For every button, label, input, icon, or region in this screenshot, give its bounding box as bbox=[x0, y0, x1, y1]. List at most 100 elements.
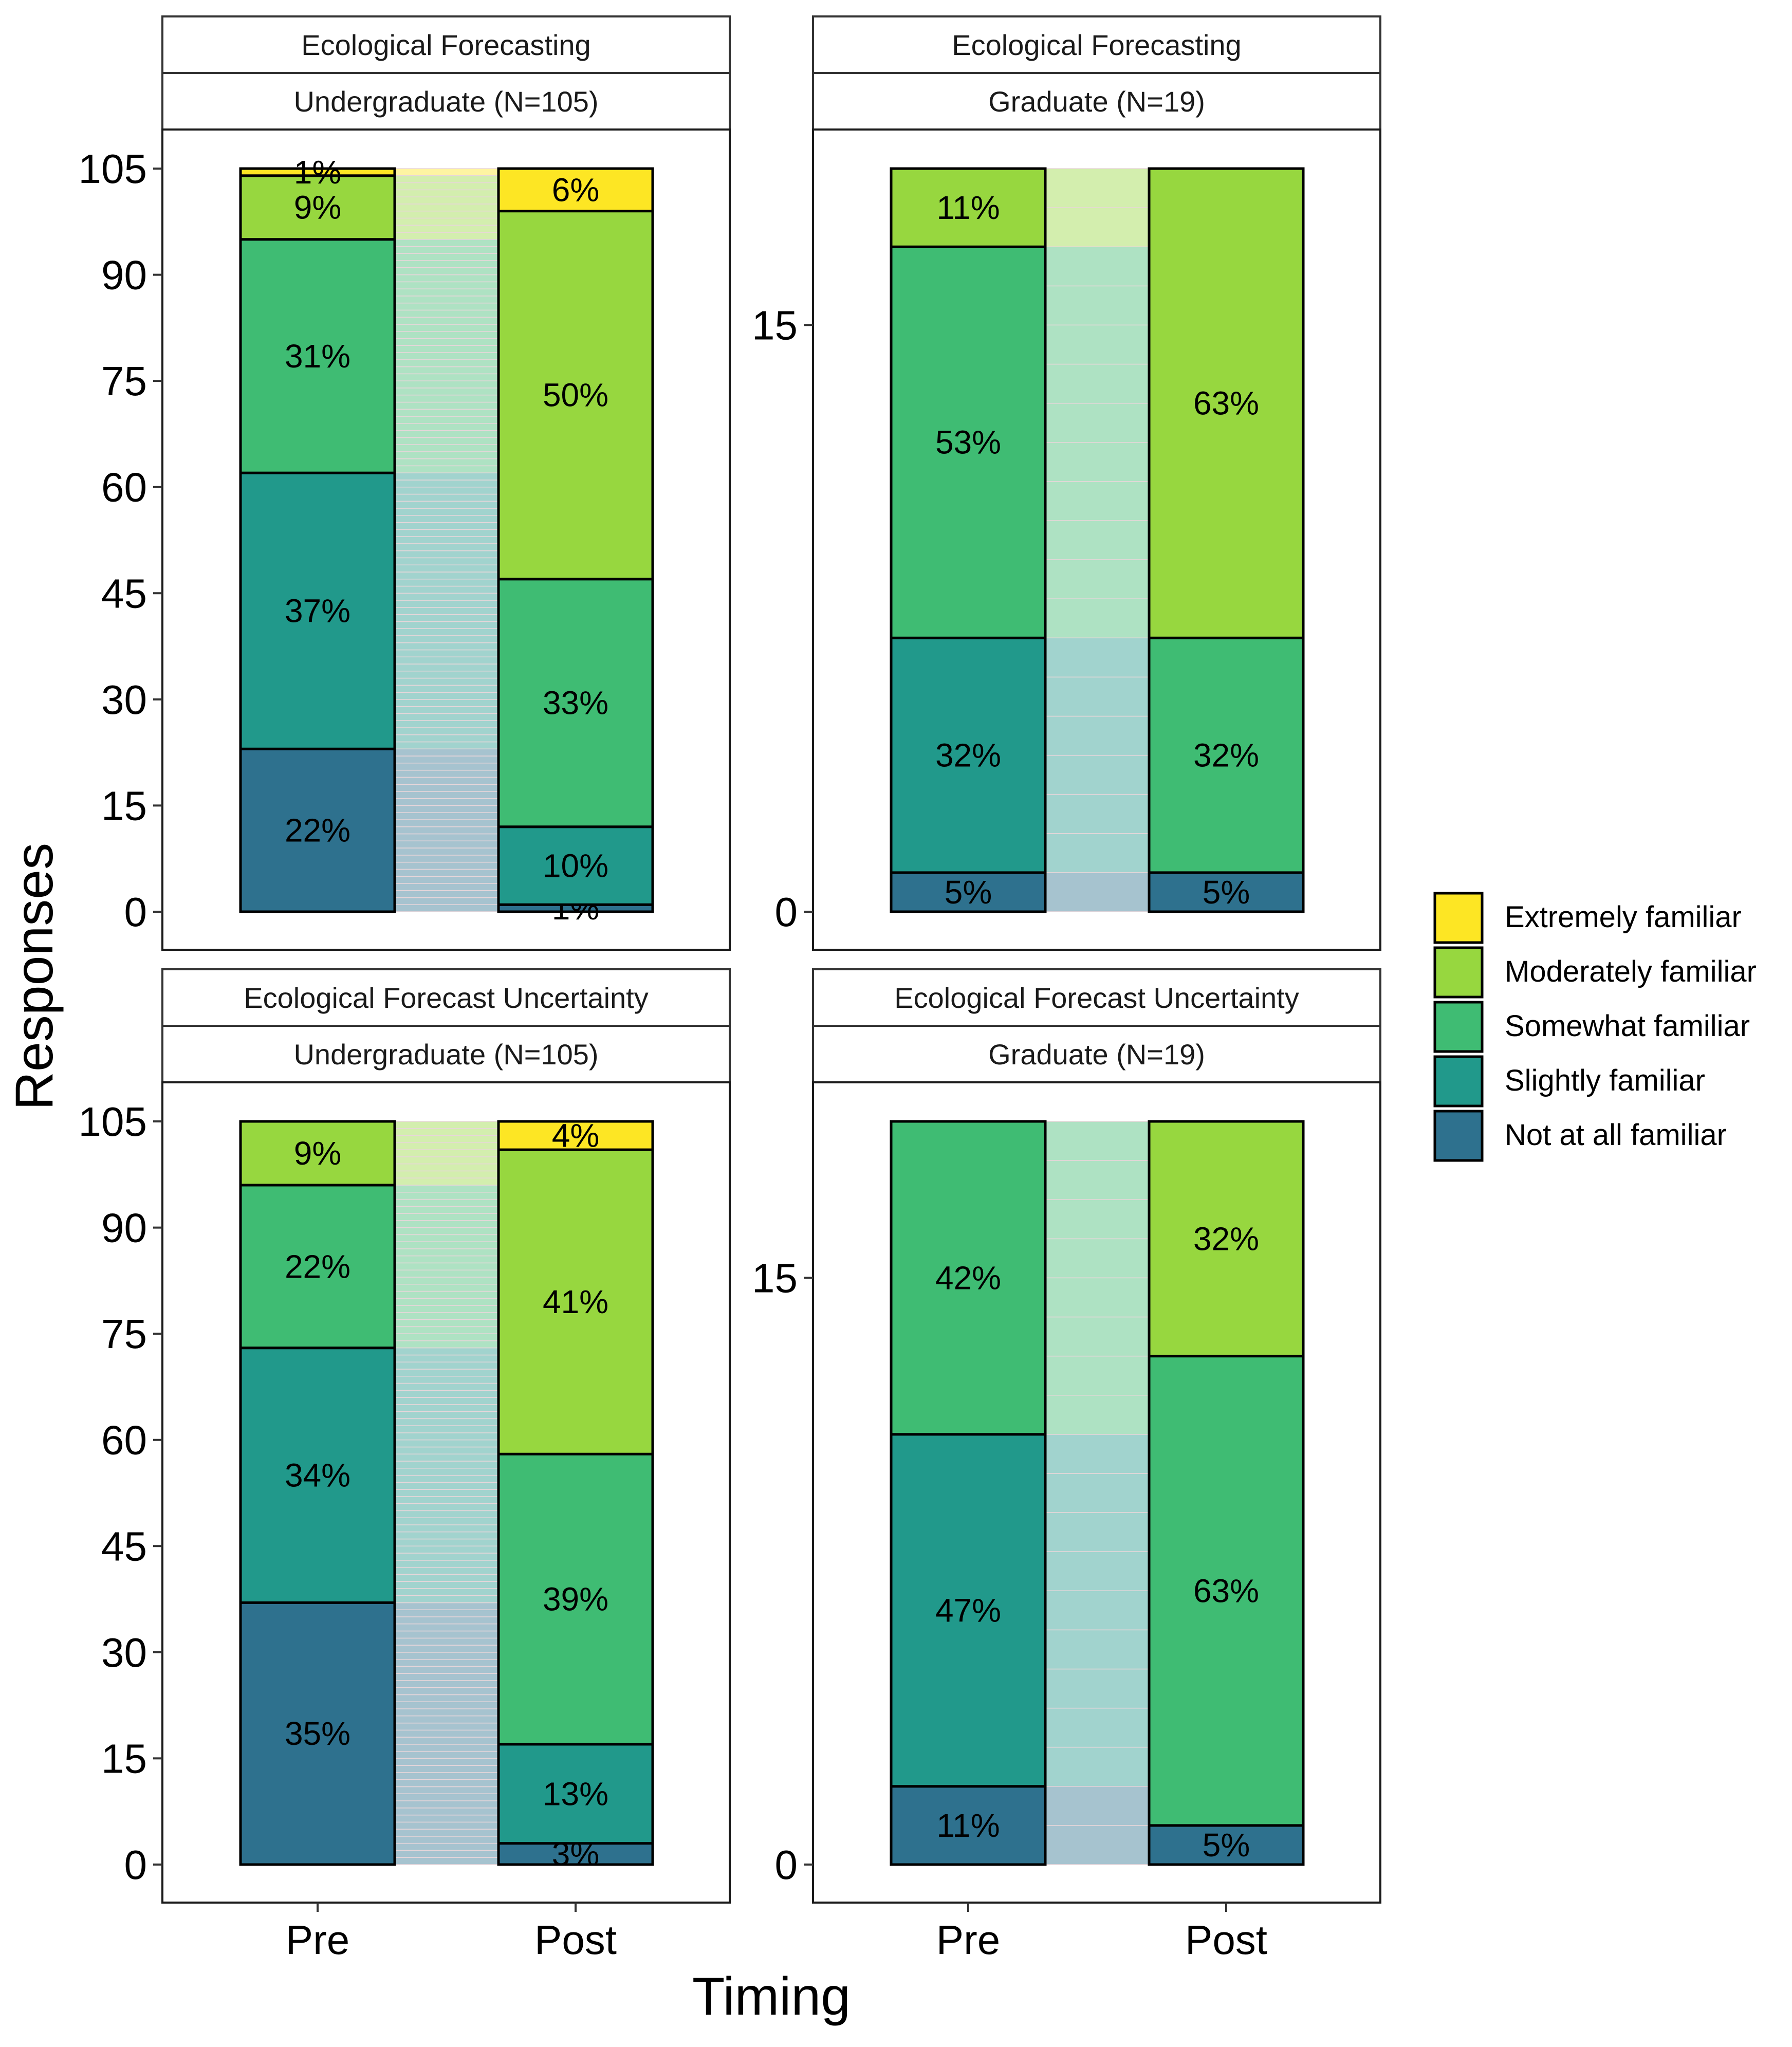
flow-slightly-familiar-to-moderately-familiar bbox=[394, 472, 499, 481]
flow-slightly-familiar-to-moderately-familiar bbox=[394, 1390, 499, 1398]
flow-somewhat-familiar-to-moderately-familiar bbox=[394, 1234, 499, 1242]
flow-not-at-all-familiar-to-slightly-familiar bbox=[394, 826, 499, 835]
bar-pre-slightly-familiar bbox=[890, 636, 1047, 874]
flow-not-at-all-familiar-to-slightly-familiar bbox=[394, 1750, 499, 1759]
panel-4: Ecological Forecast Uncertainty Graduate … bbox=[752, 968, 1381, 1963]
bar-label-pre-slightly-familiar: 34% bbox=[285, 1457, 350, 1494]
flow-not-at-all-familiar-to-slightly-familiar bbox=[394, 1793, 499, 1801]
flow-somewhat-familiar-to-moderately-familiar bbox=[1045, 402, 1150, 443]
flow-somewhat-familiar-to-moderately-familiar bbox=[1045, 441, 1150, 482]
flow-not-at-all-familiar-to-somewhat-familiar bbox=[394, 1680, 499, 1688]
flow-moderately-familiar-to-moderately-familiar bbox=[394, 1163, 499, 1172]
flow-not-at-all-familiar-to-slightly-familiar bbox=[394, 1765, 499, 1773]
flow-slightly-familiar-to-somewhat-familiar bbox=[394, 1538, 499, 1547]
flow-not-at-all-familiar-to-somewhat-familiar bbox=[394, 1616, 499, 1625]
flow-moderately-familiar-to-extremely-familiar bbox=[394, 1135, 499, 1144]
flow-somewhat-familiar-to-moderately-familiar bbox=[394, 1269, 499, 1278]
flow-slightly-familiar-to-somewhat-familiar bbox=[1045, 1746, 1150, 1787]
flow-slightly-familiar-to-somewhat-familiar bbox=[394, 600, 499, 608]
flow-not-at-all-familiar-to-somewhat-familiar bbox=[394, 1722, 499, 1731]
bar-pre-somewhat-familiar bbox=[890, 245, 1047, 639]
flow-slightly-familiar-to-moderately-familiar bbox=[394, 564, 499, 573]
flow-slightly-familiar-to-somewhat-familiar bbox=[394, 1545, 499, 1554]
flow-somewhat-familiar-to-moderately-familiar bbox=[394, 380, 499, 389]
flow-slightly-familiar-to-somewhat-familiar bbox=[394, 685, 499, 693]
flow-somewhat-familiar-to-moderately-familiar bbox=[394, 1248, 499, 1257]
flow-not-at-all-familiar-to-slightly-familiar bbox=[394, 1808, 499, 1816]
flow-slightly-familiar-to-somewhat-familiar bbox=[394, 656, 499, 665]
flow-somewhat-familiar-to-moderately-familiar bbox=[394, 437, 499, 445]
flow-slightly-familiar-to-somewhat-familiar bbox=[394, 1581, 499, 1589]
flow-slightly-familiar-to-somewhat-familiar bbox=[1045, 1707, 1150, 1748]
flow-not-at-all-familiar-to-slightly-familiar bbox=[394, 1786, 499, 1795]
y-tick-label: 45 bbox=[101, 1523, 147, 1569]
bar-post-somewhat-familiar bbox=[497, 578, 654, 828]
flow-not-at-all-familiar-to-somewhat-familiar bbox=[394, 805, 499, 813]
flow-slightly-familiar-to-moderately-familiar bbox=[394, 1418, 499, 1426]
flow-moderately-familiar-to-moderately-familiar bbox=[394, 1170, 499, 1178]
flow-somewhat-familiar-to-moderately-familiar bbox=[1045, 363, 1150, 404]
flow-slightly-familiar-to-somewhat-familiar bbox=[394, 628, 499, 636]
flow-not-at-all-familiar-to-somewhat-familiar bbox=[394, 1729, 499, 1738]
flow-slightly-familiar-to-somewhat-familiar bbox=[394, 1510, 499, 1518]
flow-slightly-familiar-to-moderately-familiar bbox=[394, 1382, 499, 1391]
flow-slightly-familiar-to-moderately-familiar bbox=[394, 486, 499, 495]
flow-not-at-all-familiar-to-somewhat-familiar bbox=[394, 1652, 499, 1660]
strip-group-box bbox=[161, 1025, 731, 1083]
flow-ribbons bbox=[394, 168, 499, 912]
flow-somewhat-familiar-to-moderately-familiar bbox=[394, 338, 499, 346]
legend-label-extremely-familiar: Extremely familiar bbox=[1505, 900, 1742, 934]
flow-somewhat-familiar-to-moderately-familiar bbox=[1045, 520, 1150, 560]
flow-not-at-all-familiar-to-somewhat-familiar bbox=[394, 1645, 499, 1653]
flow-somewhat-familiar-to-moderately-familiar bbox=[394, 1262, 499, 1270]
flow-slightly-familiar-to-somewhat-familiar bbox=[394, 1566, 499, 1575]
flow-not-at-all-familiar-to-somewhat-familiar bbox=[394, 748, 499, 757]
flow-slightly-familiar-to-moderately-familiar bbox=[394, 1446, 499, 1455]
bar-label-pre-not-at-all-familiar: 5% bbox=[945, 874, 992, 911]
bar-pre-moderately-familiar bbox=[239, 1120, 396, 1187]
flow-not-at-all-familiar-to-somewhat-familiar bbox=[394, 1716, 499, 1724]
flow-somewhat-familiar-to-moderately-familiar bbox=[394, 1255, 499, 1264]
y-tick-label: 0 bbox=[775, 1842, 798, 1888]
strip-group-box bbox=[812, 1025, 1381, 1083]
bar-pre-extremely-familiar bbox=[239, 167, 396, 177]
flow-slightly-familiar-to-somewhat-familiar bbox=[394, 1595, 499, 1603]
flow-slightly-familiar-to-somewhat-familiar bbox=[394, 1574, 499, 1582]
flow-not-at-all-familiar-to-somewhat-familiar bbox=[394, 1673, 499, 1681]
flow-not-at-all-familiar-to-not-at-all-familiar bbox=[1045, 1825, 1150, 1865]
panel-3: Ecological Forecast Uncertainty Undergrad… bbox=[79, 968, 731, 1963]
flow-somewhat-familiar-to-moderately-familiar bbox=[394, 1340, 499, 1349]
flow-somewhat-familiar-to-moderately-familiar bbox=[394, 1312, 499, 1320]
flow-somewhat-familiar-to-moderately-familiar bbox=[1045, 481, 1150, 521]
legend-swatch-slightly-familiar bbox=[1433, 1055, 1484, 1108]
bar-label-pre-somewhat-familiar: 31% bbox=[285, 338, 350, 375]
y-tick-label: 90 bbox=[101, 1205, 147, 1251]
flow-slightly-familiar-to-moderately-familiar bbox=[394, 480, 499, 488]
flow-slightly-familiar-to-somewhat-familiar bbox=[394, 713, 499, 721]
bar-pre-somewhat-familiar bbox=[890, 1120, 1047, 1436]
flow-somewhat-familiar-to-moderately-familiar bbox=[1045, 1238, 1150, 1279]
flow-slightly-familiar-to-moderately-familiar bbox=[394, 1354, 499, 1362]
y-tick-label: 15 bbox=[101, 1736, 147, 1781]
bar-label-pre-slightly-familiar: 37% bbox=[285, 593, 350, 630]
y-tick-label: 15 bbox=[752, 302, 798, 348]
flow-slightly-familiar-to-moderately-familiar bbox=[394, 1397, 499, 1405]
bar-label-pre-not-at-all-familiar: 22% bbox=[285, 812, 350, 849]
flow-slightly-familiar-to-moderately-familiar bbox=[394, 543, 499, 551]
flow-slightly-familiar-to-moderately-familiar bbox=[394, 1411, 499, 1419]
bar-label-pre-not-at-all-familiar: 35% bbox=[285, 1715, 350, 1752]
flow-slightly-familiar-to-moderately-familiar bbox=[394, 1425, 499, 1433]
flow-not-at-all-familiar-to-not-at-all-familiar bbox=[394, 1857, 499, 1865]
flow-ribbons bbox=[394, 1121, 499, 1865]
flow-somewhat-familiar-to-moderately-familiar bbox=[394, 330, 499, 339]
bar-label-post-moderately-familiar: 50% bbox=[543, 377, 608, 414]
flow-not-at-all-familiar-to-somewhat-familiar bbox=[394, 1687, 499, 1695]
flow-slightly-familiar-to-somewhat-familiar bbox=[394, 720, 499, 728]
strip-topic-label: Ecological Forecasting bbox=[952, 29, 1241, 61]
flow-slightly-familiar-to-moderately-familiar bbox=[394, 508, 499, 516]
bar-label-pre-somewhat-familiar: 42% bbox=[935, 1259, 1001, 1296]
flow-slightly-familiar-to-somewhat-familiar bbox=[394, 1453, 499, 1462]
flow-somewhat-familiar-to-moderately-familiar bbox=[394, 423, 499, 431]
flow-slightly-familiar-to-somewhat-familiar bbox=[1045, 637, 1150, 678]
bar-label-pre-moderately-familiar: 9% bbox=[294, 189, 342, 226]
